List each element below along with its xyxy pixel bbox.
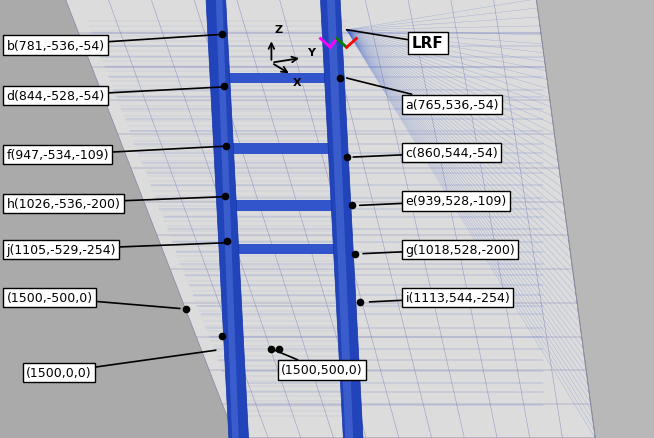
- Text: f(947,-534,-109): f(947,-534,-109): [7, 147, 228, 162]
- Polygon shape: [226, 244, 347, 255]
- Text: b(781,-536,-54): b(781,-536,-54): [7, 35, 226, 53]
- Text: (1500,-500,0): (1500,-500,0): [7, 291, 180, 309]
- Polygon shape: [223, 201, 344, 211]
- Polygon shape: [65, 0, 595, 438]
- Text: X: X: [293, 78, 301, 88]
- Text: (1500,500,0): (1500,500,0): [275, 350, 363, 377]
- Polygon shape: [216, 0, 239, 438]
- Text: Y: Y: [307, 48, 315, 58]
- Polygon shape: [206, 0, 249, 438]
- Text: (1500,0,0): (1500,0,0): [26, 350, 216, 379]
- Text: a(765,536,-54): a(765,536,-54): [347, 79, 499, 112]
- Polygon shape: [536, 0, 654, 438]
- Text: h(1026,-536,-200): h(1026,-536,-200): [7, 197, 228, 210]
- Text: e(939,528,-109): e(939,528,-109): [360, 195, 507, 208]
- Polygon shape: [320, 0, 363, 438]
- Polygon shape: [216, 74, 337, 84]
- Text: g(1018,528,-200): g(1018,528,-200): [363, 243, 515, 256]
- Polygon shape: [220, 144, 341, 154]
- Text: LRF: LRF: [347, 31, 444, 51]
- Text: i(1113,544,-254): i(1113,544,-254): [370, 291, 510, 304]
- Text: c(860,544,-54): c(860,544,-54): [353, 147, 498, 160]
- Text: j(1105,-529,-254): j(1105,-529,-254): [7, 243, 229, 256]
- Text: Z: Z: [275, 25, 283, 35]
- Polygon shape: [327, 0, 353, 438]
- Text: d(844,-528,-54): d(844,-528,-54): [7, 88, 226, 103]
